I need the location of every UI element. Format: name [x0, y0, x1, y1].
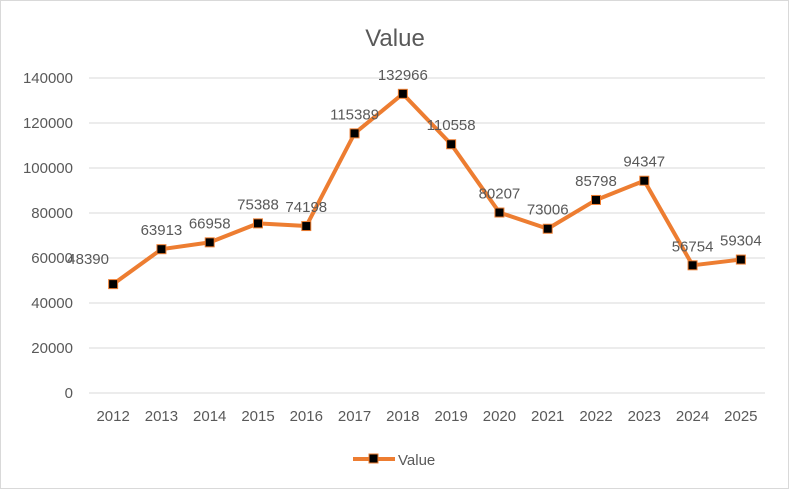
data-point — [253, 218, 263, 229]
y-tick-label: 140000 — [23, 70, 73, 87]
data-point — [156, 244, 167, 255]
x-tick-label: 2017 — [338, 408, 371, 425]
data-label: 75388 — [237, 196, 279, 213]
y-tick-label: 20000 — [31, 340, 73, 357]
data-label: 115389 — [330, 106, 379, 123]
data-label: 74198 — [285, 199, 327, 216]
data-label: 73006 — [527, 202, 569, 219]
data-point — [301, 221, 312, 232]
data-label: 85798 — [575, 173, 617, 190]
x-tick-label: 2019 — [434, 408, 467, 425]
x-tick-label: 2025 — [724, 408, 757, 425]
data-point — [494, 207, 505, 218]
legend-marker — [368, 453, 379, 464]
chart-title: Value — [365, 25, 425, 52]
x-tick-label: 2018 — [386, 408, 419, 425]
x-tick-label: 2015 — [241, 408, 274, 425]
y-tick-label: 0 — [65, 385, 73, 402]
data-label: 48390 — [67, 251, 109, 268]
legend: Value — [353, 452, 435, 469]
data-label: 94347 — [623, 154, 665, 171]
x-tick-label: 2023 — [628, 408, 661, 425]
x-tick-label: 2012 — [96, 408, 129, 425]
x-tick-label: 2024 — [676, 408, 709, 425]
data-point — [397, 88, 408, 99]
x-tick-label: 2014 — [193, 408, 226, 425]
data-label: 63913 — [141, 222, 183, 239]
data-point — [687, 260, 698, 271]
data-point — [735, 254, 746, 265]
y-tick-label: 40000 — [31, 295, 73, 312]
y-tick-label: 100000 — [23, 160, 73, 177]
x-tick-label: 2021 — [531, 408, 564, 425]
y-tick-label: 80000 — [31, 205, 73, 222]
data-label: 110558 — [427, 117, 476, 134]
data-label: 66958 — [189, 215, 231, 232]
x-tick-label: 2013 — [145, 408, 178, 425]
data-point — [108, 279, 119, 290]
series-line — [111, 91, 742, 286]
data-point — [204, 237, 215, 248]
x-tick-label: 2016 — [290, 408, 323, 425]
legend-label: Value — [398, 452, 435, 469]
data-point — [349, 128, 360, 139]
data-label: 80207 — [479, 186, 521, 203]
data-label: 56754 — [672, 238, 714, 255]
data-label: 132966 — [378, 67, 428, 84]
x-tick-label: 2020 — [483, 408, 516, 425]
data-point — [591, 194, 601, 205]
data-point — [639, 175, 650, 186]
data-point — [446, 139, 457, 150]
data-label: 59304 — [720, 233, 762, 250]
y-tick-label: 120000 — [23, 115, 73, 132]
y-tick-label: 60000 — [31, 250, 73, 267]
data-point — [542, 223, 553, 234]
x-tick-label: 2022 — [579, 408, 612, 425]
